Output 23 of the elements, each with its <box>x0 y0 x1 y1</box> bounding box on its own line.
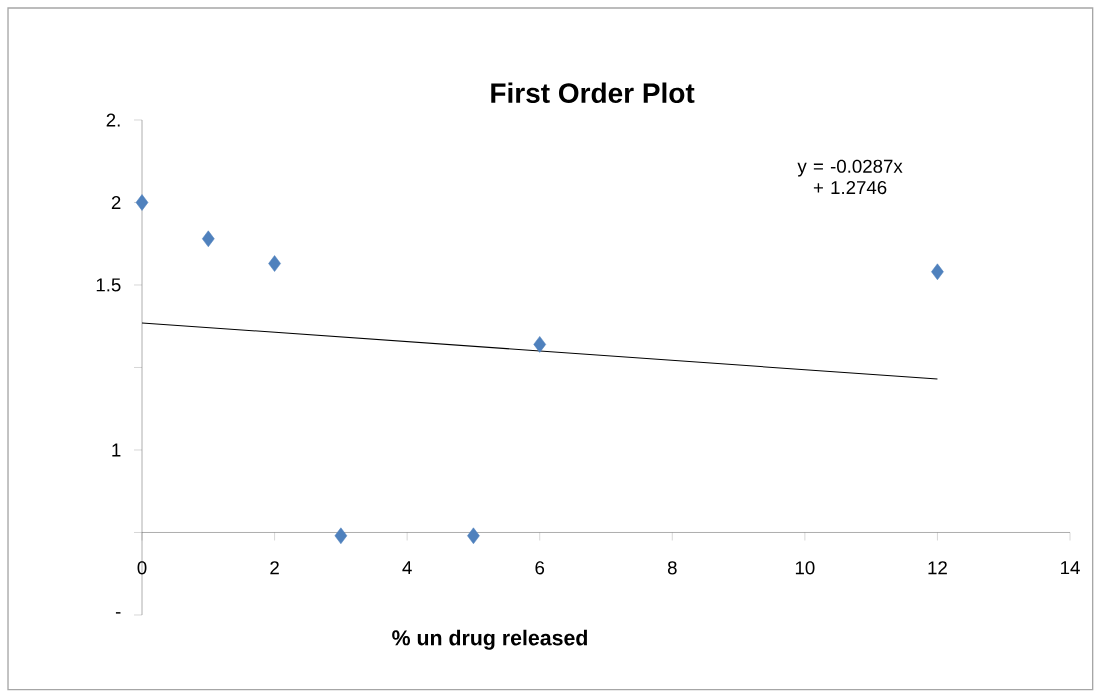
x-tick-label: 6 <box>535 561 545 575</box>
y-tick-label: - <box>115 612 121 614</box>
chart-title: First Order Plot <box>491 82 695 104</box>
y-tick-label: 2. <box>106 113 120 127</box>
x-tick-label: 0 <box>137 561 147 575</box>
point <box>533 336 546 353</box>
point <box>334 527 348 545</box>
point <box>202 230 215 248</box>
x-tick-label: 10 <box>795 561 815 575</box>
y-tick-label: 1.5 <box>96 278 121 292</box>
point <box>268 255 281 272</box>
point <box>931 263 944 281</box>
x-tick-label: 12 <box>928 561 947 575</box>
x-tick-label: 8 <box>667 561 677 575</box>
point <box>467 527 480 545</box>
y-tick-label: 2 <box>111 195 121 210</box>
y-tick-label: 1 <box>112 443 121 457</box>
x-axis-title: % un drug released <box>392 629 587 650</box>
x-tick-label: 4 <box>402 561 412 575</box>
annotation: y = -0.0287x + 1.2746 <box>797 159 903 195</box>
x-tick-label: 14 <box>1061 561 1080 575</box>
x-tick-label: 2 <box>270 561 279 575</box>
point <box>135 194 149 211</box>
